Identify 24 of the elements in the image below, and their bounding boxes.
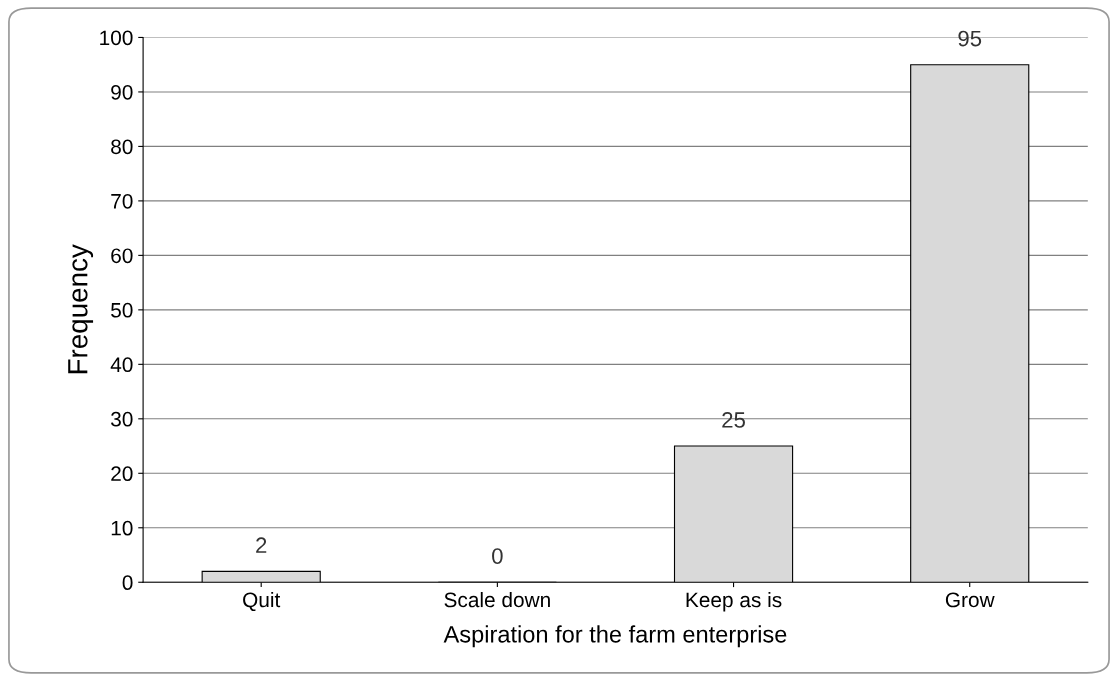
y-tick-label: 0 [122, 575, 133, 591]
x-tick-label: Keep as is [686, 591, 782, 612]
x-tick-label: Quit [243, 591, 281, 612]
y-tick-label: 20 [111, 466, 133, 482]
bar [673, 445, 794, 583]
y-tick-label: 70 [111, 193, 133, 209]
data-label: 25 [722, 412, 745, 428]
bar [201, 570, 321, 583]
x-tick-label: Scale down [444, 591, 550, 608]
y-tick-label: 80 [111, 139, 133, 155]
data-label: 2 [256, 537, 267, 553]
y-tick-label: 30 [111, 411, 133, 427]
x-tick-label: Grow [945, 592, 995, 608]
y-tick-label: 60 [111, 248, 133, 264]
x-axis-title: Aspiration for the farm enterprise [443, 625, 787, 648]
y-tick-label: 10 [111, 520, 133, 536]
y-tick-label: 90 [111, 84, 133, 100]
y-tick-label: 100 [100, 30, 133, 46]
y-axis-title: Frequency [68, 244, 94, 374]
data-label: 95 [958, 30, 982, 47]
y-tick-label: 50 [111, 302, 133, 318]
data-label: 0 [492, 548, 503, 564]
y-tick-label: 40 [110, 357, 133, 373]
bar [910, 64, 1030, 583]
